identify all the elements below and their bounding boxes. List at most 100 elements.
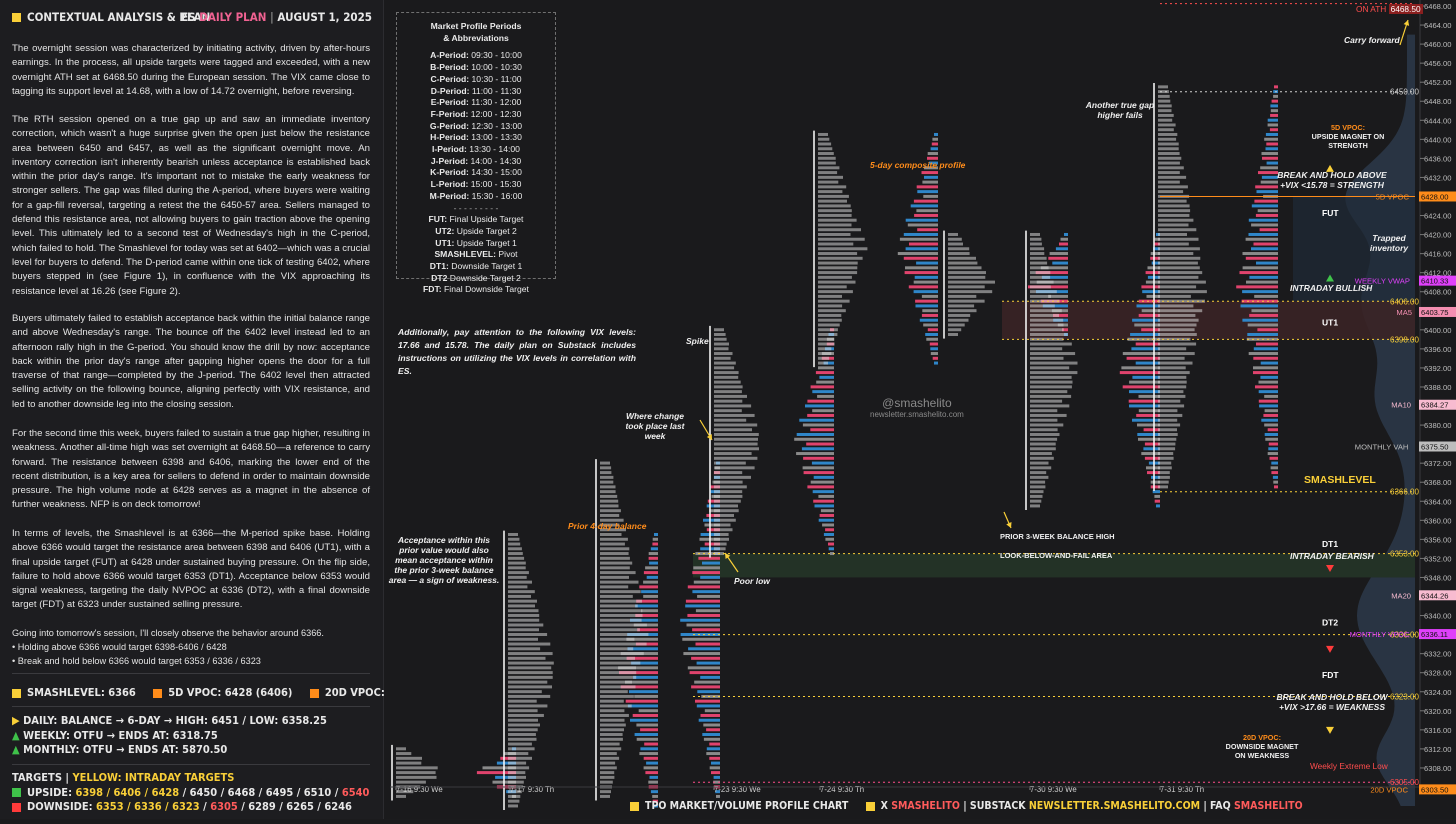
tpo-letters-row xyxy=(714,347,729,351)
outlook-bullet-2: • Break and hold below 6366 would target… xyxy=(12,655,261,666)
tpo-letters-row xyxy=(714,494,743,498)
tpo-letters-row xyxy=(1158,428,1177,432)
tpo-letters-row xyxy=(1158,328,1195,332)
volume-bar xyxy=(807,413,834,417)
value-tag-value: 6303.50 xyxy=(1421,785,1448,794)
volume-bar xyxy=(1141,285,1160,289)
tpo-letters-row xyxy=(600,475,614,479)
y-tick-label: 6424.00 xyxy=(1424,212,1451,221)
tpo-letters-row xyxy=(600,794,610,798)
volume-bar xyxy=(1156,504,1160,508)
tpo-letters-row xyxy=(600,671,637,675)
tpo-letters-row xyxy=(600,628,640,632)
tpo-letters-row xyxy=(1158,266,1200,270)
tpo-letters-row xyxy=(1158,232,1187,236)
volume-bar xyxy=(706,747,720,751)
volume-bar xyxy=(817,394,834,398)
volume-bar xyxy=(922,309,938,313)
tpo-letters-row xyxy=(396,766,438,770)
look-below-zone xyxy=(693,553,1415,578)
tpo-letters-row xyxy=(1030,394,1072,398)
level-price-label: 6450.00 xyxy=(1390,88,1419,97)
weekly-extreme-tag: Weekly Extreme Low xyxy=(1308,761,1390,771)
tpo-chart[interactable]: 6450.00 6406.00 6398.00 6366.00 6353.00 6336.… xyxy=(384,0,1456,819)
tpo-letters-row xyxy=(508,747,535,751)
volume-bar xyxy=(1259,404,1278,408)
volume-bar xyxy=(680,633,720,637)
footer-substack-url[interactable]: NEWSLETTER.SMASHELITO.COM xyxy=(1028,800,1201,812)
tpo-letters-row xyxy=(1030,366,1070,370)
tpo-letters-row xyxy=(600,561,633,565)
tpo-letters-row xyxy=(1158,242,1189,246)
downside-yellow: 6353 / 6336 / 6323 xyxy=(96,800,200,813)
volume-bar xyxy=(917,228,938,232)
tpo-letters-row xyxy=(396,752,412,756)
volume-bar xyxy=(1146,466,1160,470)
tpo-letters-row xyxy=(714,337,727,341)
tpo-letters-row xyxy=(714,542,727,546)
y-tick-label: 6468.00 xyxy=(1424,2,1451,11)
volume-bar xyxy=(914,213,938,217)
volume-bar xyxy=(934,132,938,136)
down-arrow-icon xyxy=(1326,726,1334,734)
tpo-letters-row xyxy=(1158,356,1185,360)
tpo-letters-row xyxy=(600,556,630,560)
tpo-letters-row xyxy=(714,523,731,527)
volume-bar xyxy=(922,180,938,184)
footer-faq-handle[interactable]: SMASHELITO xyxy=(1233,800,1303,812)
volume-bar xyxy=(634,733,658,737)
volume-bar xyxy=(685,604,720,608)
watermark: @smashelito newsletter.smashelito.com xyxy=(870,396,964,419)
volume-bar xyxy=(903,232,938,236)
volume-bar xyxy=(905,247,938,251)
weekly-status: WEEKLY: OTFU → ENDS AT: 6318.75 xyxy=(23,728,218,742)
volume-bar xyxy=(1059,242,1068,246)
volume-bar xyxy=(931,142,938,146)
volume-bar xyxy=(818,494,834,498)
panel-header: CONTEXTUAL ANALYSIS & PLAN ES DAILY PLAN… xyxy=(12,10,372,28)
tpo-letters-row xyxy=(600,690,628,694)
volume-bar xyxy=(1264,423,1278,427)
tpo-letters-row xyxy=(600,509,621,513)
tpo-letters-row xyxy=(714,361,736,365)
monthly-up-icon: ▲ xyxy=(12,743,20,756)
volume-bar xyxy=(652,794,658,798)
volume-bar xyxy=(1035,271,1068,275)
volume-bar xyxy=(1271,99,1278,103)
trapped-note: Trapped inventory xyxy=(1369,233,1409,253)
tpo-letters-row xyxy=(1158,175,1187,179)
tpo-letters-row xyxy=(1030,447,1056,451)
analysis-panel: CONTEXTUAL ANALYSIS & PLAN ES DAILY PLAN… xyxy=(0,0,416,819)
volume-bar xyxy=(643,594,658,598)
tpo-letters-row xyxy=(1030,275,1051,279)
volume-bar xyxy=(1144,442,1160,446)
volume-bar xyxy=(930,352,938,356)
volume-bar xyxy=(1270,104,1278,108)
footer-x-handle[interactable]: SMASHELITO xyxy=(891,800,960,812)
volume-bar xyxy=(1132,375,1160,379)
y-tick-label: 6308.00 xyxy=(1424,764,1451,773)
tpo-letters-row xyxy=(1158,166,1184,170)
volume-bar xyxy=(641,590,658,594)
tpo-letters-row xyxy=(818,185,847,189)
downside-red: 6305 xyxy=(210,800,238,813)
value-tag-value: 6384.27 xyxy=(1421,401,1448,410)
tpo-letters-row xyxy=(508,723,540,727)
volume-bar xyxy=(1240,304,1278,308)
target-label-ut1: UT1 xyxy=(1322,318,1338,328)
tpo-letters-row xyxy=(818,347,832,351)
volume-bar xyxy=(628,690,658,694)
volume-bar xyxy=(1255,385,1278,389)
volume-bar xyxy=(1052,261,1068,265)
tpo-letters-row xyxy=(1030,428,1058,432)
tpo-letters-row xyxy=(714,480,743,484)
value-tag-label: 5D VPOC xyxy=(1376,192,1410,201)
tpo-letters-row xyxy=(1158,456,1174,460)
volume-bar xyxy=(1236,285,1278,289)
paragraph-levels: In terms of levels, the Smashlevel is at… xyxy=(12,528,370,611)
volume-bar xyxy=(830,552,834,556)
tpo-letters-row xyxy=(714,533,729,537)
volume-bar xyxy=(1253,356,1278,360)
tpo-letters-row xyxy=(818,209,852,213)
volume-bar xyxy=(1266,161,1278,165)
